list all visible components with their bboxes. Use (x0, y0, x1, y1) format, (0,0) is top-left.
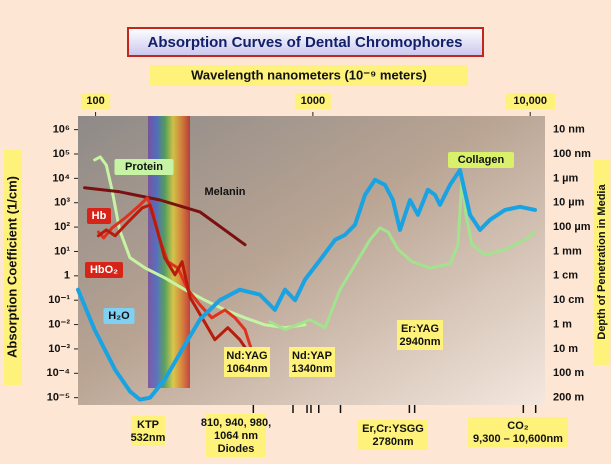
depth-label: 1 m (553, 318, 572, 330)
depth-label: 100 µm (553, 221, 591, 233)
x-tick-label: 10,000 (513, 95, 547, 107)
y-tick-label: 10² (54, 221, 70, 233)
depth-label: 100 nm (553, 148, 591, 160)
laser-label: 2780nm (373, 436, 414, 448)
series-label: Melanin (205, 186, 246, 198)
depth-label: 1 µm (553, 172, 579, 184)
y-tick-label: 10⁴ (52, 172, 70, 184)
depth-label: 10 m (553, 343, 578, 355)
depth-label: 100 m (553, 367, 584, 379)
y-tick-label: 10⁻⁴ (47, 367, 70, 379)
x-tick-label: 100 (86, 95, 104, 107)
chart: Absorption Curves of Dental Chromophores… (0, 0, 611, 464)
laser-label: 532nm (131, 432, 166, 444)
laser-label: 1340nm (292, 363, 333, 375)
laser-label: Er,Cr:YSGG (362, 423, 424, 435)
series-label: HbO₂ (90, 264, 118, 276)
y-tick-label: 10³ (54, 197, 70, 209)
y-tick-label: 1 (64, 270, 70, 282)
depth-label: 200 m (553, 392, 584, 404)
laser-label: 1064 nm (214, 430, 258, 442)
depth-label: 1 cm (553, 270, 578, 282)
laser-label: 2940nm (400, 336, 441, 348)
x-axis-title: Wavelength nanometers (10⁻⁹ meters) (191, 67, 427, 82)
y-tick-label: 10⁻³ (48, 343, 70, 355)
y-tick-label: 10⁶ (53, 124, 70, 136)
laser-label: KTP (137, 419, 159, 431)
depth-label: 10 nm (553, 124, 585, 136)
series-label: H₂O (108, 310, 130, 322)
laser-label: Nd:YAP (292, 350, 332, 362)
laser-label: Diodes (218, 443, 255, 455)
depth-label: 10 µm (553, 197, 585, 209)
series-label: Hb (92, 210, 107, 222)
depth-label: 1 mm (553, 245, 582, 257)
y-tick-label: 10⁻¹ (48, 294, 70, 306)
laser-label: 9,300 – 10,600nm (473, 433, 563, 445)
y-tick-label: 10⁻² (48, 318, 70, 330)
chart-title: Absorption Curves of Dental Chromophores (147, 34, 462, 51)
laser-label: Er:YAG (401, 323, 439, 335)
y-tick-label: 10⁵ (53, 148, 70, 160)
laser-label: Nd:YAG (226, 350, 267, 362)
series-label: Protein (125, 161, 163, 173)
depth-label: 10 cm (553, 294, 584, 306)
laser-label: 810, 940, 980, (201, 417, 271, 429)
y-axis-title: Absorption Coefficient (1/cm) (4, 176, 19, 358)
y-tick-label: 10⁻⁵ (47, 392, 70, 404)
series-label: Collagen (458, 154, 505, 166)
y2-axis-title: Depth of Penetration in Media (596, 184, 608, 340)
x-tick-label: 1000 (301, 95, 325, 107)
y-tick-label: 10¹ (54, 245, 70, 257)
laser-label: CO₂ (507, 420, 529, 432)
laser-label: 1064nm (227, 363, 268, 375)
